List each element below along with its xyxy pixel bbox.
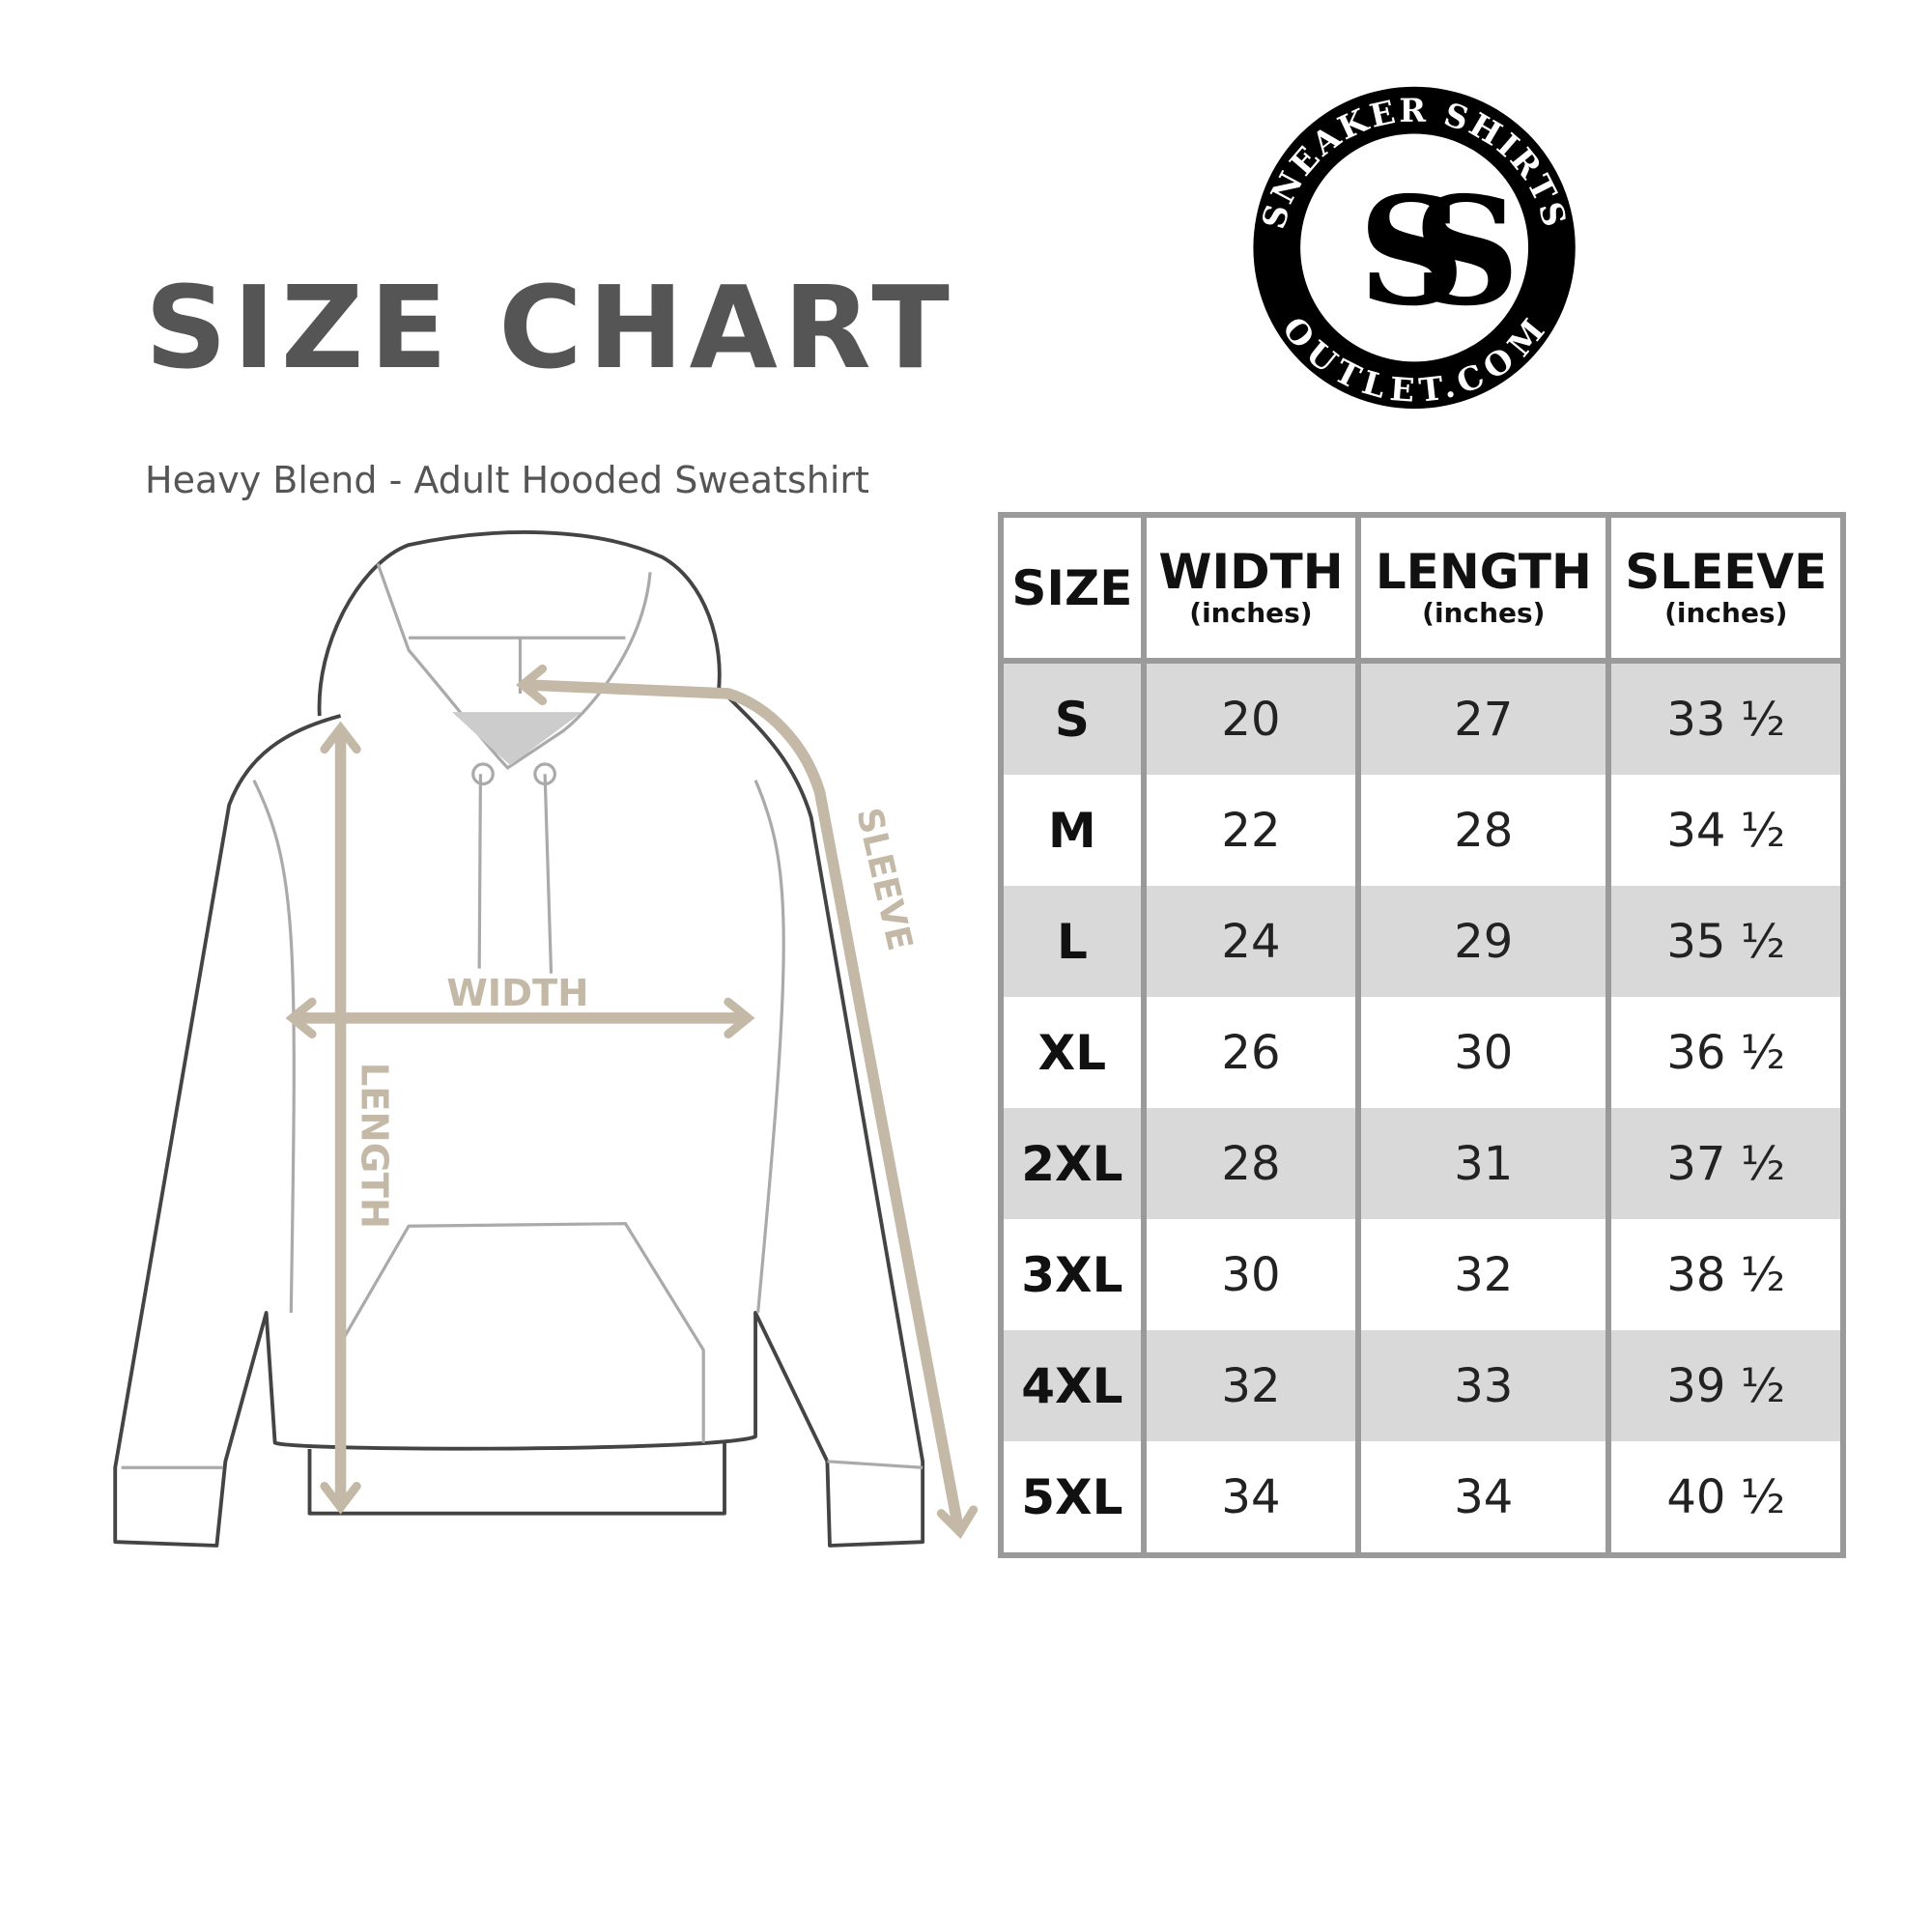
page-title: SIZE CHART xyxy=(145,261,955,394)
measurement-cell: 29 xyxy=(1355,886,1612,997)
table-row: 4XL 32 33 39 ½ xyxy=(998,1330,1846,1441)
size-table: SIZE WIDTH (inches) LENGTH (inches) SLEEVE (in… xyxy=(998,512,1846,1558)
product-subtitle: Heavy Blend - Adult Hooded Sweatshirt xyxy=(145,459,869,501)
header-unit: (inches) xyxy=(1189,597,1313,629)
measurement-cell: 26 xyxy=(1140,997,1362,1108)
measurement-cell: 39 ½ xyxy=(1605,1330,1846,1441)
measurement-cell: 34 xyxy=(1140,1441,1362,1555)
sleeve-label: SLEEVE xyxy=(848,805,920,954)
header-label: SLEEVE xyxy=(1625,544,1828,600)
measurement-cell: 33 ½ xyxy=(1605,661,1846,775)
measurement-cell: 22 xyxy=(1140,775,1362,886)
size-cell: 3XL xyxy=(998,1219,1147,1330)
measurement-cell: 24 xyxy=(1140,886,1362,997)
hoodie-outline xyxy=(113,530,925,1548)
table-row: XL 26 30 36 ½ xyxy=(998,997,1846,1108)
width-label: WIDTH xyxy=(446,972,588,1015)
measurement-cell: 40 ½ xyxy=(1605,1441,1846,1555)
size-cell: M xyxy=(998,775,1147,886)
header-label: SIZE xyxy=(1011,559,1133,616)
table-row: 2XL 28 31 37 ½ xyxy=(998,1108,1846,1219)
measurement-cell: 28 xyxy=(1140,1108,1362,1219)
measurement-cell: 27 xyxy=(1355,661,1612,775)
table-row: S 20 27 33 ½ xyxy=(998,661,1846,775)
measurement-cell: 34 ½ xyxy=(1605,775,1846,886)
column-header-length: LENGTH (inches) xyxy=(1355,515,1612,664)
size-cell: XL xyxy=(998,997,1147,1108)
size-cell: 5XL xyxy=(998,1441,1147,1555)
measurement-cell: 34 xyxy=(1355,1441,1612,1555)
table-row: M 22 28 34 ½ xyxy=(998,775,1846,886)
table-row: L 24 29 35 ½ xyxy=(998,886,1846,997)
sleeve-arrow xyxy=(521,679,963,1529)
header-label: WIDTH xyxy=(1158,544,1344,600)
size-cell: 4XL xyxy=(998,1330,1147,1441)
column-header-size: SIZE xyxy=(998,515,1147,664)
measurement-cell: 35 ½ xyxy=(1605,886,1846,997)
header-unit: (inches) xyxy=(1664,597,1788,629)
measurement-cell: 32 xyxy=(1140,1330,1362,1441)
size-cell: L xyxy=(998,886,1147,997)
brand-logo: SNEAKER SHIRTS OUTLET.COM SS xyxy=(1253,86,1576,410)
length-label: LENGTH xyxy=(352,1063,395,1229)
measurement-cell: 37 ½ xyxy=(1605,1108,1846,1219)
measurement-cell: 20 xyxy=(1140,661,1362,775)
table-row: 5XL 34 34 40 ½ xyxy=(998,1441,1846,1555)
header-unit: (inches) xyxy=(1422,597,1546,629)
size-cell: S xyxy=(998,661,1147,775)
column-header-sleeve: SLEEVE (inches) xyxy=(1605,515,1846,664)
measurement-cell: 36 ½ xyxy=(1605,997,1846,1108)
measurement-cell: 31 xyxy=(1355,1108,1612,1219)
column-header-width: WIDTH (inches) xyxy=(1140,515,1362,664)
measure-arrows xyxy=(285,664,979,1540)
measurement-cell: 33 xyxy=(1355,1330,1612,1441)
table-row: 3XL 30 32 38 ½ xyxy=(998,1219,1846,1330)
measurement-cell: 32 xyxy=(1355,1219,1612,1330)
measurement-cell: 28 xyxy=(1355,775,1612,886)
size-cell: 2XL xyxy=(998,1108,1147,1219)
measurement-cell: 38 ½ xyxy=(1605,1219,1846,1330)
measurement-cell: 30 xyxy=(1355,997,1612,1108)
header-label: LENGTH xyxy=(1375,544,1592,600)
measurement-cell: 30 xyxy=(1140,1219,1362,1330)
